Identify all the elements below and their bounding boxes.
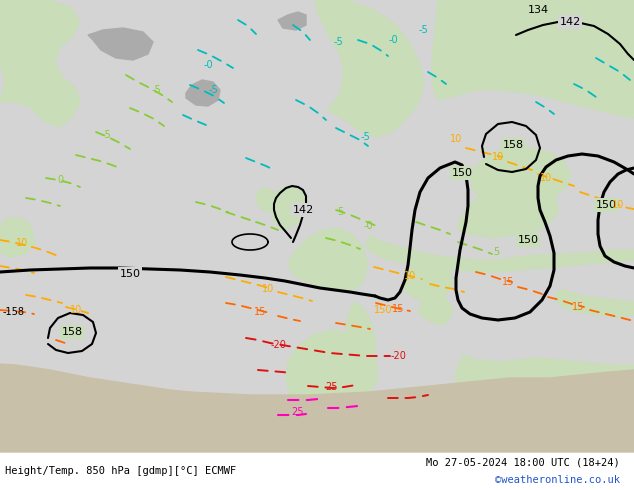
Text: 5: 5 [337, 207, 343, 217]
Text: 150: 150 [595, 200, 616, 210]
Polygon shape [458, 180, 558, 238]
Text: 15: 15 [502, 277, 514, 287]
Text: 25: 25 [326, 382, 339, 392]
Text: -0: -0 [203, 60, 213, 70]
Polygon shape [288, 228, 368, 292]
Text: 0: 0 [57, 175, 63, 185]
Text: 10: 10 [450, 134, 462, 144]
Polygon shape [256, 188, 276, 212]
Text: 10: 10 [404, 271, 416, 281]
Text: -20: -20 [270, 340, 286, 350]
Text: 10: 10 [262, 284, 274, 294]
Polygon shape [404, 254, 453, 302]
Polygon shape [270, 185, 308, 230]
Text: 10: 10 [540, 173, 552, 183]
Polygon shape [343, 360, 368, 400]
Text: 15: 15 [572, 302, 584, 312]
Polygon shape [556, 290, 634, 317]
Polygon shape [418, 295, 453, 325]
Text: -5: -5 [360, 132, 370, 142]
Text: 150: 150 [374, 305, 392, 315]
Polygon shape [278, 12, 306, 30]
Text: -0: -0 [388, 35, 398, 45]
Text: -0: -0 [363, 221, 373, 231]
Text: 15: 15 [392, 304, 404, 314]
Text: -20: -20 [390, 351, 406, 361]
Text: -5: -5 [418, 25, 428, 35]
Polygon shape [346, 302, 376, 365]
Text: -5: -5 [333, 37, 343, 47]
Polygon shape [315, 0, 424, 137]
Text: 10: 10 [612, 200, 624, 210]
Text: ©weatheronline.co.uk: ©weatheronline.co.uk [495, 475, 620, 485]
Polygon shape [186, 80, 220, 106]
Text: 150: 150 [517, 235, 538, 245]
Text: 5: 5 [493, 247, 499, 257]
Text: 15: 15 [254, 307, 266, 317]
Text: 150: 150 [119, 269, 141, 279]
Text: 150: 150 [451, 168, 472, 178]
Bar [0, 452, 634, 490]
Text: 158: 158 [502, 140, 524, 150]
Polygon shape [432, 0, 634, 118]
Text: 142: 142 [559, 17, 581, 27]
Text: 134: 134 [527, 5, 548, 15]
Text: Height/Temp. 850 hPa [gdmp][°C] ECMWF: Height/Temp. 850 hPa [gdmp][°C] ECMWF [5, 466, 236, 476]
Text: -5: -5 [101, 130, 111, 140]
Text: -158: -158 [3, 307, 25, 317]
Text: -5: -5 [208, 85, 218, 95]
Text: -5: -5 [151, 85, 161, 95]
Text: 10: 10 [16, 238, 28, 248]
Text: 142: 142 [292, 205, 314, 215]
Text: 10: 10 [492, 152, 504, 162]
Text: 10: 10 [70, 305, 82, 315]
Text: 158: 158 [61, 327, 82, 337]
Text: Mo 27-05-2024 18:00 UTC (18+24): Mo 27-05-2024 18:00 UTC (18+24) [426, 457, 620, 467]
Polygon shape [0, 364, 634, 452]
Polygon shape [88, 28, 153, 60]
Text: 25: 25 [292, 407, 304, 417]
Polygon shape [472, 148, 570, 202]
Polygon shape [0, 0, 80, 127]
Polygon shape [286, 330, 378, 408]
Polygon shape [366, 236, 634, 272]
Polygon shape [0, 217, 35, 257]
Polygon shape [456, 355, 634, 405]
Polygon shape [356, 39, 400, 79]
